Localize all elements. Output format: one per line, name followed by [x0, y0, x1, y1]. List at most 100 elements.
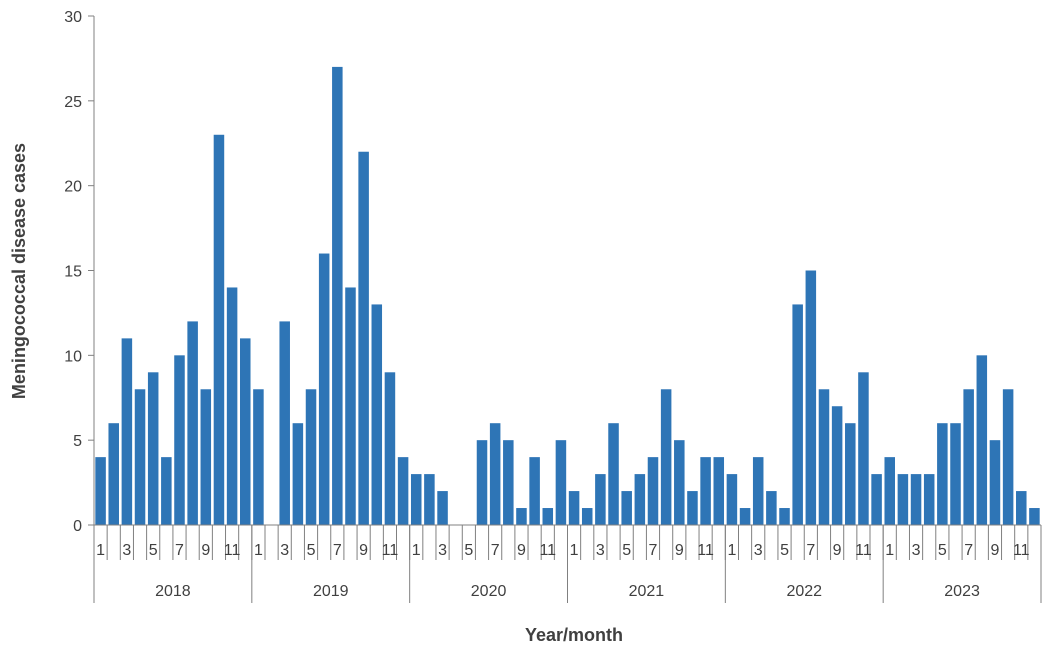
bar-2019-4	[292, 423, 304, 525]
month-label: 11	[539, 542, 556, 559]
bar-2020-2	[424, 474, 435, 525]
month-label: 7	[964, 542, 973, 559]
bar-2019-8	[345, 287, 356, 525]
bar-2021-5	[621, 491, 632, 525]
bar-2020-3	[437, 491, 448, 525]
bar-2020-7	[489, 423, 501, 525]
bar-2021-8	[660, 389, 672, 525]
bar-2020-10	[529, 457, 540, 525]
bar-2018-10	[213, 134, 225, 525]
month-label: 3	[912, 542, 921, 559]
month-label: 5	[149, 542, 158, 559]
bar-2019-7	[332, 66, 343, 526]
y-tick-label: 30	[64, 9, 82, 26]
bar-2018-3	[121, 338, 133, 525]
bar-2022-7	[805, 270, 817, 525]
bar-2022-4	[766, 491, 777, 525]
year-label-2022: 2022	[786, 583, 822, 600]
month-label: 1	[96, 542, 105, 559]
bar-2023-6	[950, 423, 961, 525]
bar-2022-8	[818, 389, 830, 525]
year-label-2019: 2019	[313, 583, 349, 600]
bar-2018-2	[108, 423, 119, 525]
bar-2023-5	[937, 423, 948, 525]
bar-2019-3	[279, 321, 290, 525]
y-tick-label: 20	[64, 179, 82, 196]
bar-2023-1	[884, 457, 895, 525]
bar-2023-10	[1002, 389, 1014, 525]
bar-2021-12	[713, 457, 725, 525]
bar-2018-1	[95, 457, 106, 525]
bar-2021-11	[700, 457, 711, 525]
bar-2019-12	[397, 457, 409, 525]
month-label: 3	[754, 542, 763, 559]
bar-2023-9	[989, 440, 1001, 525]
bar-2019-5	[305, 389, 317, 525]
y-tick-label: 25	[64, 94, 82, 111]
month-label: 3	[122, 542, 131, 559]
month-label: 9	[201, 542, 210, 559]
bar-2018-6	[161, 457, 172, 525]
bar-2018-9	[200, 389, 212, 525]
month-label: 1	[885, 542, 894, 559]
bar-2023-3	[910, 474, 922, 525]
month-label: 1	[412, 542, 421, 559]
month-label: 3	[596, 542, 605, 559]
bar-2021-9	[674, 440, 685, 525]
bar-2018-4	[134, 389, 146, 525]
month-label: 11	[855, 542, 872, 559]
bar-2020-8	[503, 440, 514, 525]
month-label: 3	[280, 542, 289, 559]
month-label: 5	[780, 542, 789, 559]
bar-2018-11	[226, 287, 238, 525]
bar-2019-10	[371, 304, 383, 525]
bar-2019-6	[318, 253, 330, 525]
bar-2022-12	[871, 474, 882, 525]
month-label: 5	[307, 542, 316, 559]
bar-2018-12	[240, 338, 251, 525]
month-label: 5	[938, 542, 947, 559]
bar-2022-5	[779, 508, 790, 525]
month-label: 9	[517, 542, 526, 559]
year-label-2020: 2020	[471, 583, 507, 600]
bar-2023-2	[897, 474, 909, 525]
bar-2018-8	[187, 321, 198, 525]
month-label: 9	[359, 542, 368, 559]
month-label: 7	[806, 542, 815, 559]
month-label: 3	[438, 542, 447, 559]
month-label: 1	[727, 542, 736, 559]
month-label: 5	[622, 542, 631, 559]
bar-2022-11	[858, 372, 869, 525]
bar-2020-6	[476, 440, 488, 525]
bar-2023-4	[923, 474, 935, 525]
month-label: 9	[675, 542, 684, 559]
month-label: 1	[254, 542, 263, 559]
month-label: 7	[333, 542, 342, 559]
month-label: 11	[1013, 542, 1030, 559]
bar-2020-11	[542, 508, 554, 525]
bars-group	[95, 66, 1040, 526]
bar-2020-1	[410, 474, 422, 525]
bar-2019-9	[358, 151, 369, 526]
month-label: 9	[991, 542, 1000, 559]
bar-2022-9	[831, 406, 843, 525]
month-label: 7	[491, 542, 500, 559]
month-label: 11	[697, 542, 714, 559]
bar-2021-6	[634, 474, 646, 525]
bar-2022-6	[792, 304, 803, 525]
month-label: 1	[570, 542, 579, 559]
y-axis: 0 5 10 15 20 25 30	[64, 9, 95, 535]
bar-2021-1	[568, 491, 580, 525]
bar-2018-5	[147, 372, 159, 525]
bar-2023-12	[1029, 508, 1040, 525]
month-label: 7	[175, 542, 184, 559]
bar-2022-3	[752, 457, 764, 525]
bar-2021-10	[687, 491, 698, 525]
year-label-2018: 2018	[155, 583, 191, 600]
bar-2022-2	[739, 508, 751, 525]
bar-2019-11	[384, 372, 396, 525]
bar-2019-1	[253, 389, 264, 525]
month-label: 5	[464, 542, 473, 559]
